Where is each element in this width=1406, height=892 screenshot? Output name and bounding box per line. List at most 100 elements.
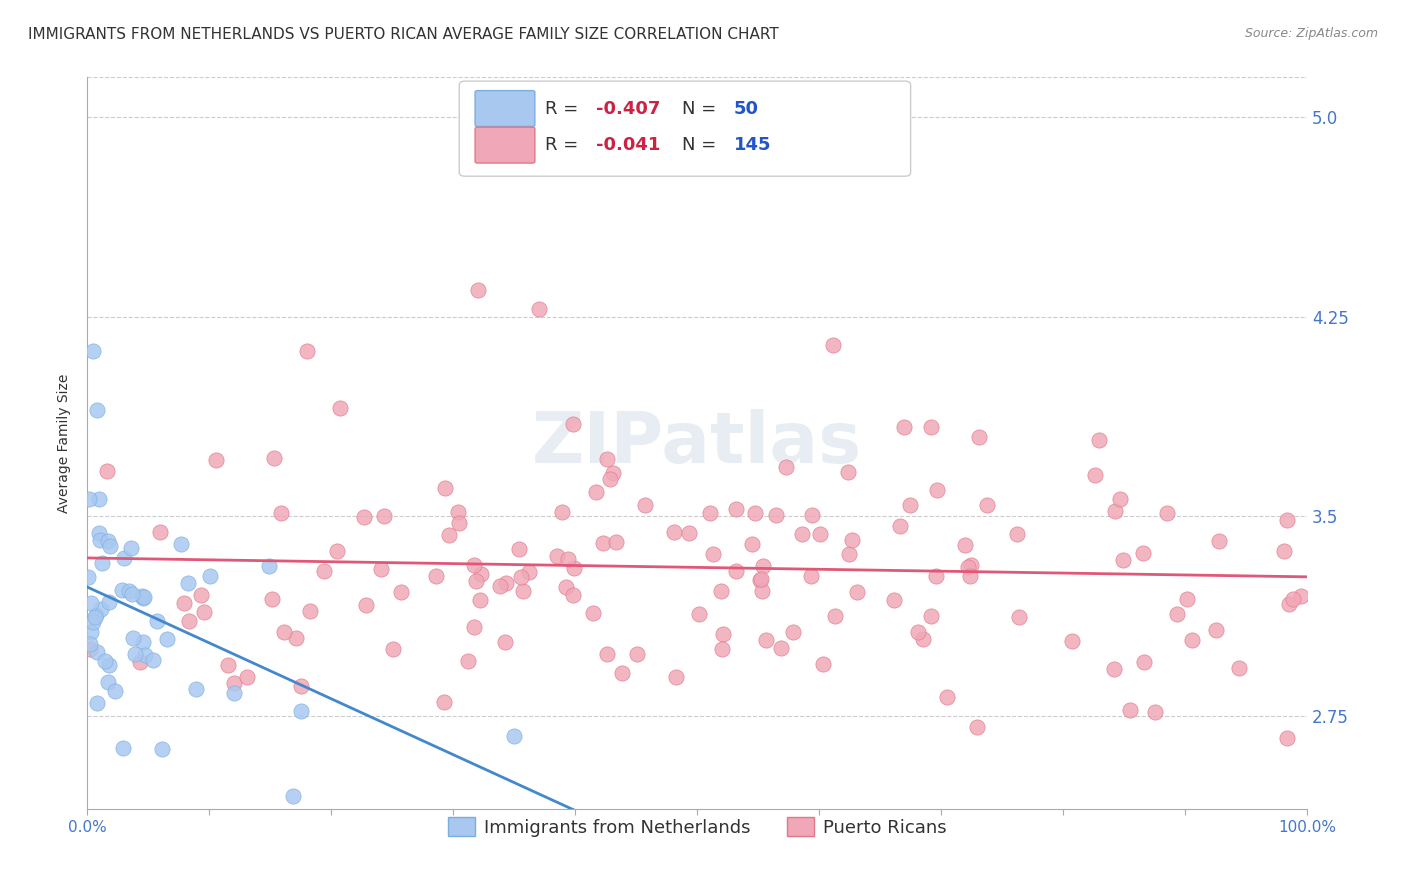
Point bbox=[124, 647, 146, 661]
Point bbox=[744, 507, 766, 521]
Point bbox=[489, 579, 512, 593]
Point bbox=[457, 654, 479, 668]
Point bbox=[98, 595, 121, 609]
Point bbox=[132, 634, 155, 648]
Point bbox=[678, 525, 700, 540]
Point bbox=[710, 641, 733, 656]
Point bbox=[1227, 661, 1250, 675]
Point bbox=[465, 574, 488, 588]
Point bbox=[585, 485, 607, 500]
Point bbox=[193, 605, 215, 619]
Point bbox=[198, 569, 221, 583]
Point bbox=[79, 637, 101, 651]
Point bbox=[94, 654, 117, 668]
Point bbox=[132, 591, 155, 605]
Point bbox=[605, 535, 627, 549]
Point bbox=[925, 483, 948, 497]
Point bbox=[1275, 513, 1298, 527]
Point bbox=[770, 641, 793, 656]
Point bbox=[710, 584, 733, 599]
Text: -0.407: -0.407 bbox=[596, 100, 661, 118]
Point bbox=[592, 535, 614, 549]
Point bbox=[811, 657, 834, 672]
Point bbox=[749, 572, 772, 586]
Point bbox=[1166, 607, 1188, 622]
Point bbox=[557, 551, 579, 566]
Point bbox=[98, 539, 121, 553]
Point bbox=[959, 569, 981, 583]
Point bbox=[554, 580, 576, 594]
Point bbox=[845, 585, 868, 599]
Point bbox=[494, 635, 516, 649]
Point bbox=[1108, 491, 1130, 506]
Point bbox=[751, 584, 773, 599]
Point bbox=[98, 657, 121, 672]
Point bbox=[112, 551, 135, 566]
Point bbox=[134, 648, 156, 662]
Point bbox=[290, 679, 312, 693]
FancyBboxPatch shape bbox=[475, 128, 534, 163]
Point bbox=[184, 681, 207, 696]
Point bbox=[550, 505, 572, 519]
Point bbox=[1205, 624, 1227, 638]
Point bbox=[129, 655, 152, 669]
Point bbox=[1144, 705, 1167, 719]
Point bbox=[434, 481, 457, 495]
Point bbox=[433, 695, 456, 709]
Point bbox=[626, 647, 648, 661]
Point bbox=[463, 619, 485, 633]
Point bbox=[711, 627, 734, 641]
Point bbox=[470, 567, 492, 582]
Point bbox=[86, 607, 108, 622]
Point bbox=[82, 344, 104, 359]
Point bbox=[546, 549, 568, 564]
Point bbox=[80, 596, 103, 610]
Point bbox=[217, 658, 239, 673]
Point bbox=[821, 338, 844, 352]
Point bbox=[1102, 662, 1125, 676]
Point bbox=[381, 642, 404, 657]
Point bbox=[260, 591, 283, 606]
Point bbox=[562, 560, 585, 574]
Point bbox=[801, 508, 824, 522]
Point bbox=[841, 533, 863, 548]
Point bbox=[82, 615, 104, 629]
Point bbox=[131, 589, 153, 603]
Point bbox=[447, 505, 470, 519]
Point bbox=[150, 742, 173, 756]
Point bbox=[741, 537, 763, 551]
Point bbox=[96, 464, 118, 478]
Point bbox=[263, 450, 285, 465]
Point bbox=[111, 741, 134, 756]
Point bbox=[688, 607, 710, 622]
Point bbox=[104, 684, 127, 698]
Point bbox=[134, 590, 156, 604]
Point bbox=[1087, 434, 1109, 448]
Point bbox=[960, 558, 983, 572]
Point bbox=[1008, 609, 1031, 624]
Point bbox=[599, 472, 621, 486]
Point bbox=[80, 624, 103, 639]
Point bbox=[662, 524, 685, 539]
Point bbox=[439, 528, 461, 542]
Point bbox=[270, 506, 292, 520]
Point bbox=[665, 670, 688, 684]
Point bbox=[699, 506, 721, 520]
Point bbox=[314, 565, 336, 579]
Point bbox=[1275, 731, 1298, 745]
Y-axis label: Average Family Size: Average Family Size bbox=[58, 374, 72, 513]
Point bbox=[582, 606, 605, 620]
Point bbox=[911, 632, 934, 646]
Point bbox=[800, 569, 823, 583]
Text: N =: N = bbox=[682, 100, 723, 118]
Point bbox=[966, 720, 988, 734]
Point bbox=[389, 585, 412, 599]
Point bbox=[86, 403, 108, 417]
Point bbox=[121, 587, 143, 601]
Text: Source: ZipAtlas.com: Source: ZipAtlas.com bbox=[1244, 27, 1378, 40]
Point bbox=[920, 420, 942, 434]
Point bbox=[111, 583, 134, 598]
Point bbox=[87, 491, 110, 506]
Point bbox=[724, 502, 747, 516]
Point bbox=[281, 789, 304, 803]
